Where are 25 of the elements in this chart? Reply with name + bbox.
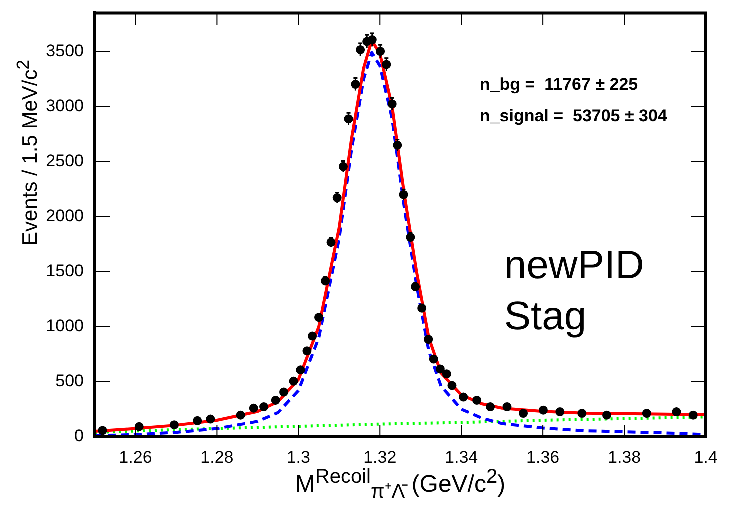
x-axis-title: M$^{Recoil}$$_{π⁺Λ̄}$ (GeV/c$^{2}$)	[295, 466, 506, 503]
y-tick-label: 1000	[46, 316, 84, 336]
x-tick-label: 1.38	[608, 448, 642, 467]
annotation: newPID	[504, 244, 644, 288]
y-tick-label: 500	[56, 372, 84, 391]
x-tick-label: 1.36	[526, 448, 560, 467]
y-tick-label: 2000	[46, 206, 84, 226]
x-tick-label: 1.3	[286, 448, 310, 467]
point	[193, 416, 202, 426]
x-tick-label: 1.34	[445, 448, 478, 467]
x-tick-label: 1.26	[119, 448, 152, 467]
annotation: Stag	[504, 294, 587, 338]
line-series	[95, 416, 706, 434]
x-tick-label: 1.32	[364, 448, 397, 467]
y-tick-label: 3000	[46, 96, 84, 116]
y-tick-label: 2500	[46, 151, 84, 170]
point	[170, 420, 179, 430]
y-tick-label: 0	[74, 426, 84, 446]
point	[98, 426, 108, 436]
annotation: n_signal = 53705 ± 304	[480, 106, 668, 126]
x-tick-label: 1.28	[200, 448, 234, 467]
y-tick-label: 1500	[46, 262, 84, 281]
y-tick-label: 3500	[46, 41, 84, 60]
annotation: n_bg = 11767 ± 225	[480, 74, 638, 94]
x-tick-label: 1.4	[694, 448, 718, 467]
